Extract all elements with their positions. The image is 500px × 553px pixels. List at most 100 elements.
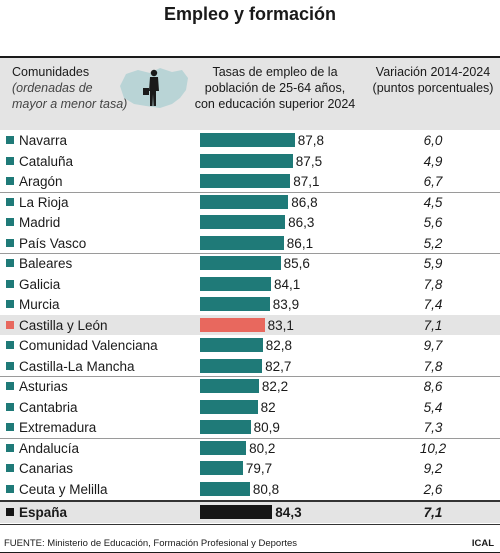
row-marker	[6, 300, 14, 308]
table-bottom-rule	[0, 523, 500, 525]
community-label: Castilla-La Mancha	[19, 358, 135, 374]
community-label: Baleares	[19, 256, 73, 271]
community-label: Andalucía	[19, 440, 80, 456]
worker-over-map-icon	[120, 68, 188, 108]
bar-5	[200, 215, 286, 229]
row-marker	[6, 197, 14, 206]
variation-label: 9,2	[423, 461, 443, 476]
bar-13	[200, 379, 259, 393]
variation-label: 9,7	[423, 338, 443, 353]
bar-17	[200, 461, 243, 475]
header-communities: Comunidades (ordenadas de mayor a menor …	[12, 64, 127, 112]
source-note: FUENTE: Ministerio de Educación, Formaci…	[4, 538, 298, 549]
group-divider	[0, 500, 500, 502]
header-variation: Variación 2014-2024 (puntos porcentuales…	[370, 64, 496, 96]
community-label: Murcia	[19, 297, 60, 312]
header-communities-note-2: mayor a menor tasa)	[12, 97, 128, 111]
community-label: Navarra	[19, 133, 68, 148]
table-row: La Rioja 86,8 4,5	[0, 192, 500, 213]
bar-8	[200, 276, 271, 291]
table-row: Navarra 87,8 6,0	[0, 130, 500, 151]
row-marker	[6, 402, 14, 411]
row-marker	[6, 177, 14, 185]
variation-label: 4,5	[423, 194, 443, 210]
row-marker	[6, 156, 14, 165]
bar-9	[200, 297, 270, 311]
credit: ICAL	[471, 538, 494, 549]
community-label: Galicia	[19, 276, 61, 292]
value-label: 87,1	[293, 174, 320, 189]
variation-label: 5,9	[423, 256, 443, 271]
community-label: Aragón	[19, 174, 63, 189]
bar-14	[200, 399, 258, 414]
value-label: 80,2	[249, 440, 276, 456]
community-label: Cantabria	[19, 399, 78, 415]
community-label: Asturias	[19, 379, 68, 394]
bar-6	[200, 235, 284, 250]
group-divider	[0, 253, 500, 254]
variation-label: 6,7	[423, 174, 443, 189]
group-divider	[0, 437, 500, 439]
community-label: Castilla y León	[19, 317, 108, 333]
table-row: Cataluña 87,5 4,9	[0, 151, 500, 172]
table-row: España 84,3 7,1	[0, 502, 500, 523]
row-marker	[6, 218, 14, 226]
value-label: 80,9	[253, 420, 280, 435]
variation-label: 5,4	[423, 399, 443, 415]
community-label: España	[19, 505, 68, 520]
header-band	[0, 58, 500, 130]
variation-label: 7,4	[423, 297, 443, 312]
community-label: Extremadura	[19, 420, 97, 435]
row-marker	[6, 320, 14, 329]
bar-18	[200, 481, 250, 496]
row-marker	[6, 259, 14, 267]
value-label: 82,8	[265, 338, 292, 353]
table-row: Comunidad Valenciana 82,8 9,7	[0, 335, 500, 356]
variation-label: 7,3	[423, 420, 443, 435]
row-marker	[6, 279, 14, 288]
group-divider	[0, 191, 500, 193]
table-row: Madrid 86,3 5,6	[0, 212, 500, 233]
community-label: Ceuta y Melilla	[19, 481, 108, 497]
variation-label: 5,6	[423, 215, 443, 230]
row-marker	[6, 443, 14, 452]
header-rates: Tasas de empleo de la población de 25-64…	[180, 64, 370, 112]
table-row: Andalucía 80,2 10,2	[0, 438, 500, 459]
row-marker	[6, 464, 14, 472]
bar-16	[200, 440, 247, 455]
value-label: 80,8	[252, 481, 280, 497]
bar-3	[200, 174, 291, 188]
row-marker	[6, 361, 14, 370]
row-marker	[6, 136, 14, 144]
header-communities-label: Comunidades	[12, 65, 90, 79]
variation-label: 6,0	[423, 133, 443, 148]
value-label: 86,8	[291, 194, 318, 210]
value-label: 79,7	[245, 461, 273, 476]
table-row: Aragón 87,1 6,7	[0, 171, 500, 192]
value-label: 82,2	[261, 379, 289, 394]
table-row: Castilla y León 83,1 7,1	[0, 314, 500, 335]
variation-label: 4,9	[423, 153, 443, 169]
table-row: Murcia 83,9 7,4	[0, 294, 500, 315]
value-label: 82	[260, 399, 276, 415]
bar-15	[200, 420, 251, 434]
header-rates-line-1: Tasas de empleo de la	[212, 65, 338, 79]
bar-2	[200, 153, 293, 168]
variation-label: 7,1	[423, 317, 443, 333]
community-label: La Rioja	[19, 194, 69, 210]
value-label: 87,5	[295, 153, 323, 169]
value-label: 84,1	[274, 276, 301, 292]
table-row: Baleares 85,6 5,9	[0, 253, 500, 274]
variation-label: 7,1	[423, 505, 443, 520]
chart-title: Empleo y formación	[163, 4, 337, 24]
value-label: 83,1	[267, 317, 294, 333]
value-label: 87,8	[297, 133, 324, 148]
value-label: 85,6	[283, 256, 310, 271]
bar-19	[200, 505, 273, 519]
bar-7	[200, 256, 281, 270]
variation-label: 8,6	[423, 379, 443, 394]
bar-1	[200, 133, 295, 147]
community-label: Cataluña	[19, 153, 74, 169]
group-divider	[0, 376, 500, 377]
bar-4	[200, 194, 289, 209]
